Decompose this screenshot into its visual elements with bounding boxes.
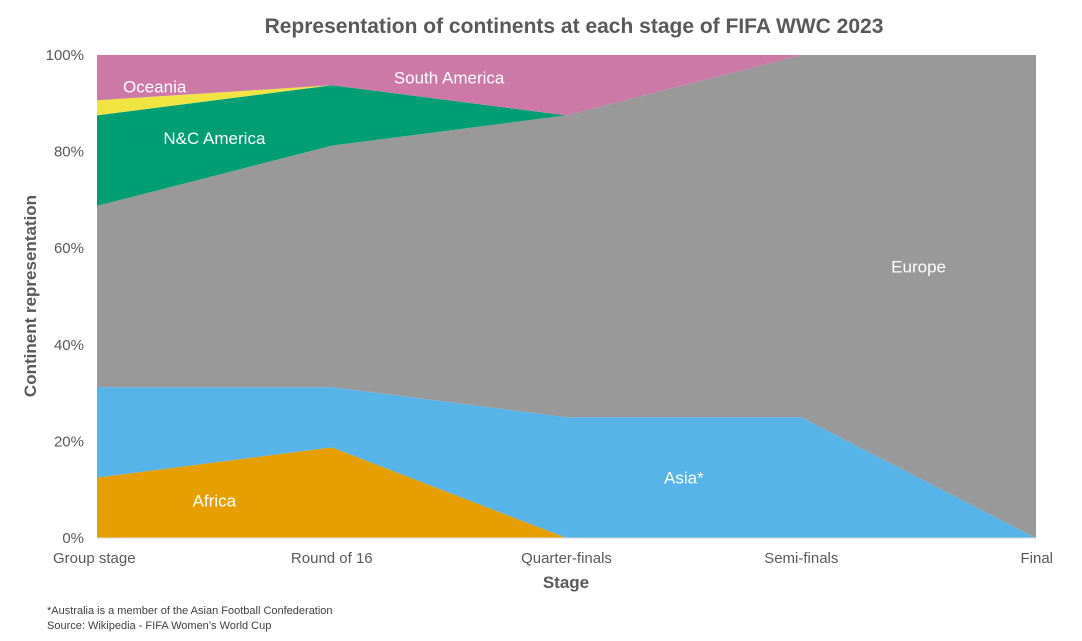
chart-title: Representation of continents at each sta… [265,15,884,38]
series-labels: Africa Asia* Europe N&C America Oceania South… [123,69,946,511]
x-tick-label: Quarter-finals [521,550,612,567]
area-asia [97,387,1036,538]
series-label-south-america: South America [394,69,505,88]
area-africa [97,447,1036,538]
x-tick-label: Final [1020,550,1053,567]
area-europe [97,55,1036,538]
area-south-america [97,55,1036,116]
x-tick-label: Group stage [53,550,136,567]
y-tick-label: 60% [54,240,84,257]
y-tick-label: 40% [54,337,84,354]
series-label-n-c-america: N&C America [163,129,266,148]
area-n-c-america [97,55,1036,206]
footnote: *Australia is a member of the Asian Foot… [47,605,333,617]
series-label-africa: Africa [193,491,237,510]
x-axis-ticks: Group stage Round of 16 Quarter-finals Semi… [53,550,1053,567]
series-label-oceania: Oceania [123,77,187,96]
source-note: Source: Wikipedia - FIFA Women’s World C… [47,620,272,632]
y-axis-title: Continent representation [21,195,40,397]
y-tick-label: 80% [54,144,84,161]
series-label-asia: Asia* [664,469,704,488]
x-tick-label: Semi-finals [764,550,838,567]
y-tick-label: 100% [46,47,84,64]
x-axis-title: Stage [543,573,589,592]
y-tick-label: 0% [62,530,84,547]
areas [97,55,1036,538]
x-tick-label: Round of 16 [291,550,373,567]
series-label-europe: Europe [891,257,946,276]
y-axis-ticks: 0% 20% 40% 60% 80% 100% [46,47,84,547]
y-tick-label: 20% [54,433,84,450]
